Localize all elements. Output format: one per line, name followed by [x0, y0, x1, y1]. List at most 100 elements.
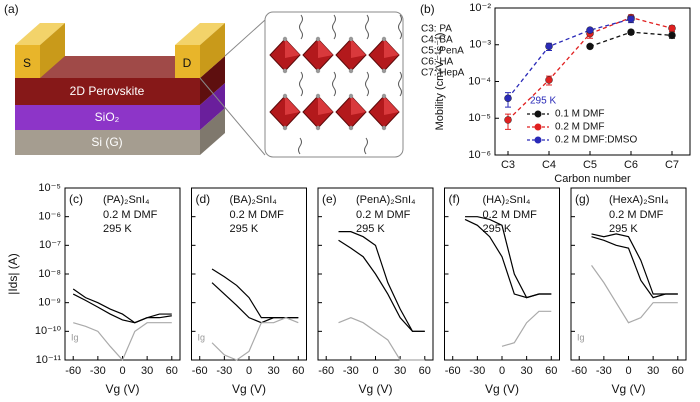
panel-note: 0.2 M DMF: [103, 209, 158, 221]
device-schematic: (a) S D 2D Perovskite SiO₂ Si (G): [4, 2, 404, 158]
panel-title: (BA)₂SnI₄: [230, 194, 278, 206]
x-tick-label: 60: [166, 365, 178, 377]
layer-top: [15, 56, 225, 78]
contact-drain: [175, 45, 200, 78]
ligand: [332, 14, 336, 40]
y-tick-label: 10⁻⁵: [468, 112, 491, 124]
x-axis-label: Vg (V): [105, 382, 139, 396]
y-tick-label: 10⁻⁶: [38, 211, 61, 223]
zoom-line: [224, 19, 266, 57]
panel-note: 295 K: [103, 223, 132, 235]
sweep-curve: [501, 310, 552, 347]
panel-label: (b): [420, 2, 435, 16]
ligand: [365, 14, 369, 40]
atom: [315, 93, 321, 99]
x-axis-label: Vg (V): [232, 382, 266, 396]
series-line: [507, 18, 632, 99]
layer-si: [15, 130, 200, 155]
panel-note: 295 K: [483, 223, 512, 235]
ligand: [365, 71, 369, 97]
octahedra: [269, 14, 402, 155]
panel-label: (f): [449, 192, 460, 206]
sweep-curve: [338, 231, 425, 332]
point: [668, 24, 676, 33]
x-tick-label: 60: [292, 365, 304, 377]
layer-sio2: [15, 105, 200, 130]
octahedron-face: [384, 96, 399, 115]
x-tick-label: 30: [647, 365, 659, 377]
x-tick-label: 0: [246, 365, 252, 377]
x-tick-label: 30: [268, 365, 280, 377]
panel-title: (PenA)₂SnI₄: [356, 194, 416, 206]
gate-label: Ig: [71, 332, 79, 342]
atom: [381, 125, 387, 131]
panel-label: (g): [575, 192, 590, 206]
annotation: C5: PenA: [421, 46, 464, 57]
x-tick-label: 30: [521, 365, 533, 377]
x-tick-label: -30: [469, 365, 485, 377]
ligand: [298, 137, 302, 155]
x-tick-label: C5: [583, 159, 597, 171]
ligand: [398, 14, 402, 40]
point: [586, 42, 594, 51]
x-tick-label: 60: [672, 365, 684, 377]
ligand: [364, 137, 368, 155]
ligand: [299, 71, 303, 97]
panel-label: (e): [322, 192, 337, 206]
panel-note: 0.2 M DMF: [230, 209, 285, 221]
contact-side: [40, 23, 65, 78]
contact-side: [200, 23, 225, 78]
atom: [381, 68, 387, 74]
sweep-curve: [73, 322, 172, 362]
y-tick-label: 10⁻¹¹: [36, 354, 62, 366]
point: [668, 31, 676, 40]
panel-note: 295 K: [356, 223, 385, 235]
y-tick-label: 10⁻⁵: [38, 182, 61, 194]
y-tick-label: 10⁻⁷: [39, 239, 61, 251]
gate-label: Ig: [198, 332, 206, 342]
point: [627, 28, 635, 36]
x-tick-label: C4: [542, 159, 556, 171]
legend-label: 0.1 M DMF: [555, 109, 604, 120]
charts: (b) 10⁻⁶ 10⁻⁵ 10⁻⁴ 10⁻³ 10⁻² C3 C4 C5 C6 C7 Carbon …: [6, 2, 691, 396]
panel-label: (d): [196, 192, 211, 206]
layer-label: Si (G): [91, 135, 122, 149]
octahedron-face: [285, 39, 300, 58]
x-tick-label: C3: [501, 159, 515, 171]
x-tick-label: 60: [419, 365, 431, 377]
x-axis-label: Vg (V): [611, 382, 645, 396]
sweep-curve: [211, 282, 299, 324]
annotation: C6: HA: [421, 57, 454, 68]
x-tick-label: -60: [318, 365, 334, 377]
legend-title: 295 K: [530, 96, 556, 107]
x-tick-label: -60: [192, 365, 208, 377]
drain-label: D: [183, 56, 192, 70]
panel-note: 295 K: [609, 223, 638, 235]
atom: [315, 36, 321, 42]
x-tick-label: -30: [596, 365, 612, 377]
contact-source: [15, 45, 40, 78]
x-tick-label: 0: [119, 365, 125, 377]
x-tick-label: -60: [65, 365, 81, 377]
x-axis-label: Vg (V): [485, 382, 519, 396]
x-tick-label: 30: [141, 365, 153, 377]
point: [586, 26, 594, 34]
x-tick-label: -60: [571, 365, 587, 377]
layer-side: [200, 108, 225, 155]
octahedron-face: [351, 39, 366, 58]
layer-perovskite: [15, 78, 200, 105]
gate-label: Ig: [577, 332, 585, 342]
atom: [348, 125, 354, 131]
y-tick-label: 10⁻⁹: [38, 297, 61, 309]
y-tick-label: 10⁻⁴: [468, 75, 491, 87]
octahedron-face: [384, 39, 399, 58]
panel-note: 0.2 M DMF: [483, 209, 538, 221]
point: [504, 94, 512, 103]
x-tick-label: 0: [625, 365, 631, 377]
x-tick-label: C6: [624, 159, 638, 171]
x-tick-label: -30: [216, 365, 232, 377]
y-tick-label: 10⁻⁸: [38, 268, 61, 280]
layer-label: SiO₂: [95, 110, 120, 124]
contact-top: [15, 23, 65, 45]
